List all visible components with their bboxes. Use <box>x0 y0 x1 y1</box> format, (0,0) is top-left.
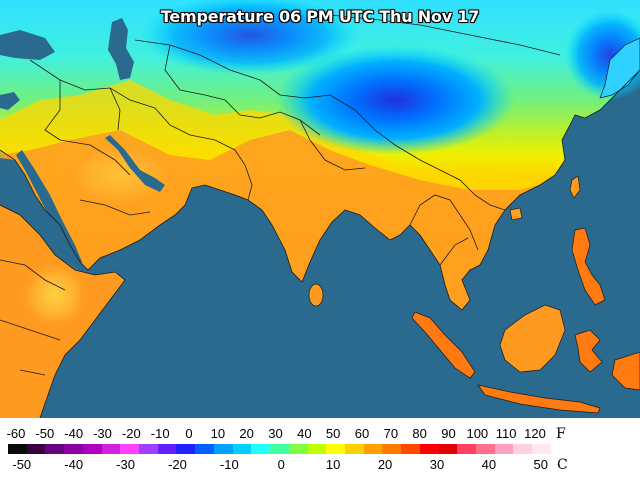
scale-color-swatch <box>82 444 102 454</box>
celsius-tick-label: 0 <box>277 457 285 472</box>
scale-color-swatch <box>232 444 252 454</box>
scale-color-swatch <box>438 444 458 454</box>
fahrenheit-unit-label: F <box>556 426 566 442</box>
celsius-tick-label: 40 <box>481 457 497 472</box>
fahrenheit-tick-label: 100 <box>466 426 489 441</box>
celsius-tick-label: 30 <box>429 457 445 472</box>
scale-color-swatch <box>120 444 140 454</box>
red-sea <box>16 150 82 266</box>
fahrenheit-tick-label: 70 <box>383 426 399 441</box>
scale-color-swatch <box>326 444 345 454</box>
scale-color-swatch <box>195 444 214 454</box>
celsius-tick-label: -10 <box>219 457 239 472</box>
scale-color-swatch <box>8 444 27 454</box>
cold-core-tibet <box>275 45 515 155</box>
philippines <box>571 227 606 306</box>
new-guinea <box>611 351 640 391</box>
borneo <box>499 304 566 373</box>
japan <box>599 37 640 99</box>
celsius-tick-label: -30 <box>116 457 135 472</box>
scale-color-swatch <box>307 444 327 454</box>
scale-color-swatch <box>157 444 177 454</box>
scale-color-swatch <box>513 444 533 454</box>
hainan <box>509 207 523 221</box>
fahrenheit-tick-label: 120 <box>524 426 546 441</box>
scale-color-swatch <box>401 444 420 454</box>
scale-color-swatch <box>532 444 551 454</box>
java <box>477 384 601 414</box>
sumatra <box>411 311 476 379</box>
fahrenheit-tick-label: 60 <box>354 426 370 441</box>
sri-lanka <box>308 283 324 307</box>
celsius-tick-label: 50 <box>533 457 548 472</box>
cold-core-central-asia <box>140 0 360 75</box>
map-title: Temperature 06 PM UTC Thu Nov 17 <box>160 7 480 26</box>
warm-core-arabia <box>60 140 180 210</box>
celsius-tick-label: -20 <box>168 457 187 472</box>
sulawesi <box>574 329 603 373</box>
scale-color-swatch <box>176 444 196 454</box>
celsius-tick-label: -40 <box>64 457 84 472</box>
fahrenheit-tick-label: -60 <box>6 426 26 441</box>
scale-color-swatch <box>64 444 83 454</box>
fahrenheit-tick-label: 110 <box>495 426 517 441</box>
yellow-band <box>0 80 540 190</box>
persian-gulf <box>105 135 165 192</box>
scale-color-swatch <box>382 444 402 454</box>
fahrenheit-tick-label: 0 <box>185 426 193 441</box>
fahrenheit-tick-label: -40 <box>64 426 84 441</box>
celsius-tick-label: 10 <box>325 457 341 472</box>
black-sea <box>0 30 55 60</box>
scale-color-swatch <box>344 444 364 454</box>
warm-core-ethiopia <box>20 260 90 330</box>
fahrenheit-tick-label: 40 <box>297 426 312 441</box>
celsius-unit-label: C <box>557 457 568 473</box>
celsius-tick-label: 20 <box>377 457 393 472</box>
scale-color-swatch <box>45 444 65 454</box>
temperature-legend: -60 -50 -40 -30 -20 -10 0 10 20 30 40 50 60 70 80 90 100… <box>0 418 640 480</box>
fahrenheit-tick-label: -10 <box>150 426 170 441</box>
mediterranean <box>0 92 20 110</box>
scale-color-swatch <box>101 444 121 454</box>
scale-color-swatch <box>139 444 158 454</box>
scale-color-swatch <box>270 444 289 454</box>
scale-color-swatch <box>475 444 495 454</box>
celsius-tick-label: -50 <box>12 457 32 472</box>
scale-color-swatch <box>26 444 46 454</box>
fahrenheit-tick-label: 80 <box>412 426 427 441</box>
scale-color-swatch <box>457 444 476 454</box>
fahrenheit-tick-label: -50 <box>35 426 55 441</box>
scale-color-swatch <box>363 444 383 454</box>
country-borders <box>0 14 640 418</box>
fahrenheit-tick-label: -30 <box>93 426 112 441</box>
fahrenheit-tick-label: 20 <box>239 426 254 441</box>
scale-color-swatch <box>419 444 439 454</box>
temperature-map <box>0 0 640 418</box>
scale-color-swatch <box>251 444 271 454</box>
taiwan <box>569 175 581 199</box>
color-scale-bar <box>8 444 551 454</box>
fahrenheit-tick-label: 90 <box>441 426 456 441</box>
scale-color-swatch <box>288 444 308 454</box>
fahrenheit-tick-label: 30 <box>268 426 283 441</box>
fahrenheit-tick-label: -20 <box>121 426 141 441</box>
scale-color-swatch <box>494 444 514 454</box>
scale-color-swatch <box>213 444 233 454</box>
fahrenheit-tick-label: 10 <box>210 426 226 441</box>
caspian-sea <box>108 18 134 80</box>
fahrenheit-tick-label: 50 <box>325 426 341 441</box>
